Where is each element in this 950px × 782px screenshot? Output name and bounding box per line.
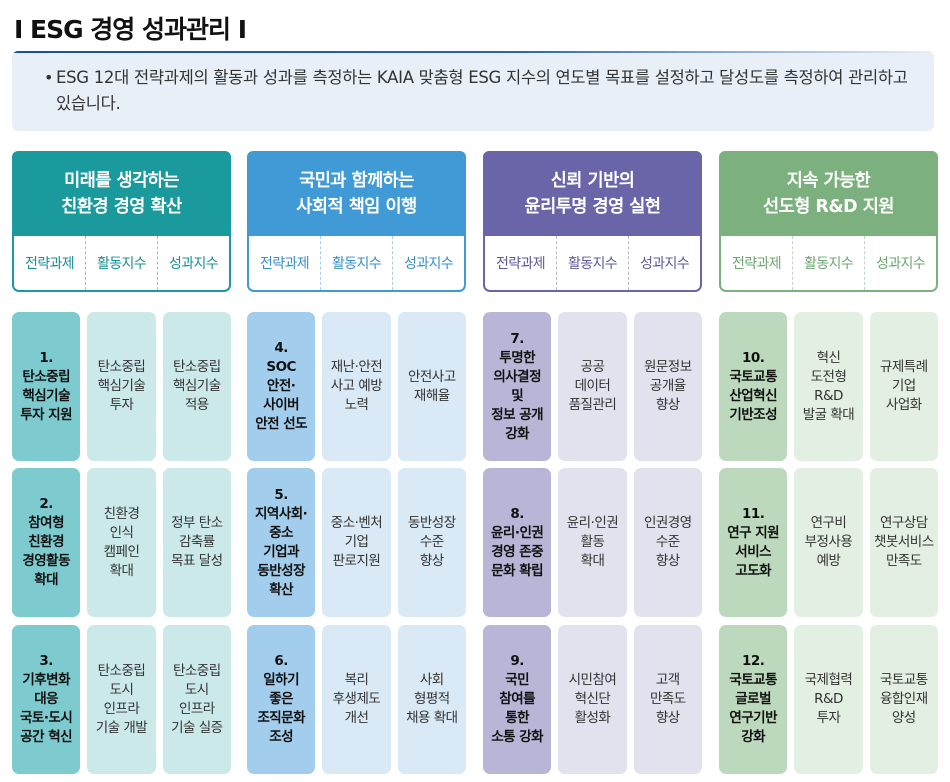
subheader-strategy: 전략과제 bbox=[24, 256, 75, 272]
strategy-cell: 5. 지역사회· 중소 기업과 동반성장 확산 bbox=[247, 468, 316, 617]
column-subheader: 전략과제 활동지수 성과지수 bbox=[719, 236, 938, 292]
task-row: 2. 참여형 친환경 경영활동 확대 친환경 인식 캠페인 확대 정부 탄소 감… bbox=[12, 468, 231, 617]
task-row: 11. 연구 지원 서비스 고도화 연구비 부정사용 예방 연구상담 챗봇서비스… bbox=[719, 468, 938, 617]
strategy-cell: 7. 투명한 의사결정 및 정보 공개 강화 bbox=[483, 312, 552, 461]
subheader-activity: 활동지수 bbox=[792, 236, 864, 290]
strategy-cell: 10. 국토교통 산업혁신 기반조성 bbox=[719, 312, 788, 461]
column-subheader: 전략과제 활동지수 성과지수 bbox=[483, 236, 702, 292]
performance-cell: 연구상담 챗봇서비스 만족도 bbox=[869, 468, 938, 617]
activity-cell: 국제협력 R&D 투자 bbox=[794, 625, 863, 774]
task-row: 1. 탄소중립 핵심기술 투자 지원 탄소중립 핵심기술 투자 탄소중립 핵심기… bbox=[12, 312, 231, 461]
task-row: 5. 지역사회· 중소 기업과 동반성장 확산 중소·벤처 기업 판로지원 동반… bbox=[247, 468, 466, 617]
performance-cell: 정부 탄소 감축률 목표 달성 bbox=[162, 468, 231, 617]
performance-cell: 탄소중립 도시 인프라 기술 실증 bbox=[162, 625, 231, 774]
column-header: 지속 가능한 선도형 R&D 지원 bbox=[719, 151, 938, 236]
esg-strategy-grid: 미래를 생각하는 친환경 경영 확산 전략과제 활동지수 성과지수 1. 탄소중… bbox=[12, 151, 940, 782]
column-environment: 미래를 생각하는 친환경 경영 확산 전략과제 활동지수 성과지수 1. 탄소중… bbox=[12, 151, 231, 774]
strategy-cell: 12. 국토교통 글로벌 연구기반 강화 bbox=[719, 625, 788, 774]
column-subheader: 전략과제 활동지수 성과지수 bbox=[247, 236, 466, 292]
subheader-strategy: 전략과제 bbox=[495, 256, 546, 272]
performance-cell: 고객 만족도 향상 bbox=[633, 625, 702, 774]
strategy-cell: 8. 윤리·인권 경영 존중 문화 확립 bbox=[483, 468, 552, 617]
bullet-icon: • bbox=[44, 68, 54, 87]
activity-cell: 혁신 도전형 R&D 발굴 확대 bbox=[794, 312, 863, 461]
activity-cell: 윤리·인권 활동 확대 bbox=[558, 468, 627, 617]
strategy-cell: 6. 일하기 좋은 조직문화 조성 bbox=[247, 625, 316, 774]
activity-cell: 시민참여 혁신단 활성화 bbox=[558, 625, 627, 774]
column-header: 미래를 생각하는 친환경 경영 확산 bbox=[12, 151, 231, 236]
activity-cell: 복리 후생제도 개선 bbox=[322, 625, 391, 774]
task-row: 9. 국민 참여를 통한 소통 강화 시민참여 혁신단 활성화 고객 만족도 향… bbox=[483, 625, 702, 774]
activity-cell: 연구비 부정사용 예방 bbox=[794, 468, 863, 617]
column-header: 국민과 함께하는 사회적 책임 이행 bbox=[247, 151, 466, 236]
subheader-performance: 성과지수 bbox=[157, 236, 229, 290]
performance-cell: 안전사고 재해율 bbox=[397, 312, 466, 461]
strategy-cell: 4. SOC 안전· 사이버 안전 선도 bbox=[247, 312, 316, 461]
performance-cell: 사회 형평적 채용 확대 bbox=[397, 625, 466, 774]
task-row: 10. 국토교통 산업혁신 기반조성 혁신 도전형 R&D 발굴 확대 규제특례… bbox=[719, 312, 938, 461]
subheader-performance: 성과지수 bbox=[628, 236, 700, 290]
column-rnd: 지속 가능한 선도형 R&D 지원 전략과제 활동지수 성과지수 10. 국토교… bbox=[719, 151, 938, 774]
activity-cell: 중소·벤처 기업 판로지원 bbox=[322, 468, 391, 617]
subheader-performance: 성과지수 bbox=[864, 236, 936, 290]
performance-cell: 탄소중립 핵심기술 적용 bbox=[162, 312, 231, 461]
task-row: 8. 윤리·인권 경영 존중 문화 확립 윤리·인권 활동 확대 인권경영 수준… bbox=[483, 468, 702, 617]
subheader-activity: 활동지수 bbox=[85, 236, 157, 290]
subheader-performance: 성과지수 bbox=[392, 236, 464, 290]
strategy-cell: 9. 국민 참여를 통한 소통 강화 bbox=[483, 625, 552, 774]
column-header: 신뢰 기반의 윤리투명 경영 실현 bbox=[483, 151, 702, 236]
performance-cell: 동반성장 수준 향상 bbox=[397, 468, 466, 617]
subheader-strategy: 전략과제 bbox=[259, 256, 310, 272]
subheader-activity: 활동지수 bbox=[556, 236, 628, 290]
column-subheader: 전략과제 활동지수 성과지수 bbox=[12, 236, 231, 292]
activity-cell: 재난·안전 사고 예방 노력 bbox=[322, 312, 391, 461]
activity-cell: 친환경 인식 캠페인 확대 bbox=[87, 468, 156, 617]
strategy-cell: 1. 탄소중립 핵심기술 투자 지원 bbox=[12, 312, 81, 461]
column-social: 국민과 함께하는 사회적 책임 이행 전략과제 활동지수 성과지수 4. SOC… bbox=[247, 151, 466, 774]
task-row: 7. 투명한 의사결정 및 정보 공개 강화 공공 데이터 품질관리 원문정보 … bbox=[483, 312, 702, 461]
performance-cell: 인권경영 수준 향상 bbox=[633, 468, 702, 617]
task-row: 3. 기후변화 대응 국토·도시 공간 혁신 탄소중립 도시 인프라 기술 개발… bbox=[12, 625, 231, 774]
task-row: 12. 국토교통 글로벌 연구기반 강화 국제협력 R&D 투자 국토교통 융합… bbox=[719, 625, 938, 774]
strategy-cell: 3. 기후변화 대응 국토·도시 공간 혁신 bbox=[12, 625, 81, 774]
performance-cell: 원문정보 공개율 향상 bbox=[633, 312, 702, 461]
performance-cell: 국토교통 융합인재 양성 bbox=[869, 625, 938, 774]
page-title: I ESG 경영 성과관리 I bbox=[14, 15, 247, 44]
task-row: 4. SOC 안전· 사이버 안전 선도 재난·안전 사고 예방 노력 안전사고… bbox=[247, 312, 466, 461]
performance-cell: 규제특례 기업 사업화 bbox=[869, 312, 938, 461]
strategy-cell: 2. 참여형 친환경 경영활동 확대 bbox=[12, 468, 81, 617]
column-governance: 신뢰 기반의 윤리투명 경영 실현 전략과제 활동지수 성과지수 7. 투명한 … bbox=[483, 151, 702, 774]
strategy-cell: 11. 연구 지원 서비스 고도화 bbox=[719, 468, 788, 617]
activity-cell: 탄소중립 핵심기술 투자 bbox=[87, 312, 156, 461]
description-text: ESG 12대 전략과제의 활동과 성과를 측정하는 KAIA 맞춤형 ESG … bbox=[56, 68, 908, 113]
activity-cell: 탄소중립 도시 인프라 기술 개발 bbox=[87, 625, 156, 774]
description-box: • ESG 12대 전략과제의 활동과 성과를 측정하는 KAIA 맞춤형 ES… bbox=[12, 51, 934, 131]
subheader-strategy: 전략과제 bbox=[731, 256, 782, 272]
activity-cell: 공공 데이터 품질관리 bbox=[558, 312, 627, 461]
description-box-accent-line bbox=[12, 51, 934, 53]
subheader-activity: 활동지수 bbox=[320, 236, 392, 290]
task-row: 6. 일하기 좋은 조직문화 조성 복리 후생제도 개선 사회 형평적 채용 확… bbox=[247, 625, 466, 774]
